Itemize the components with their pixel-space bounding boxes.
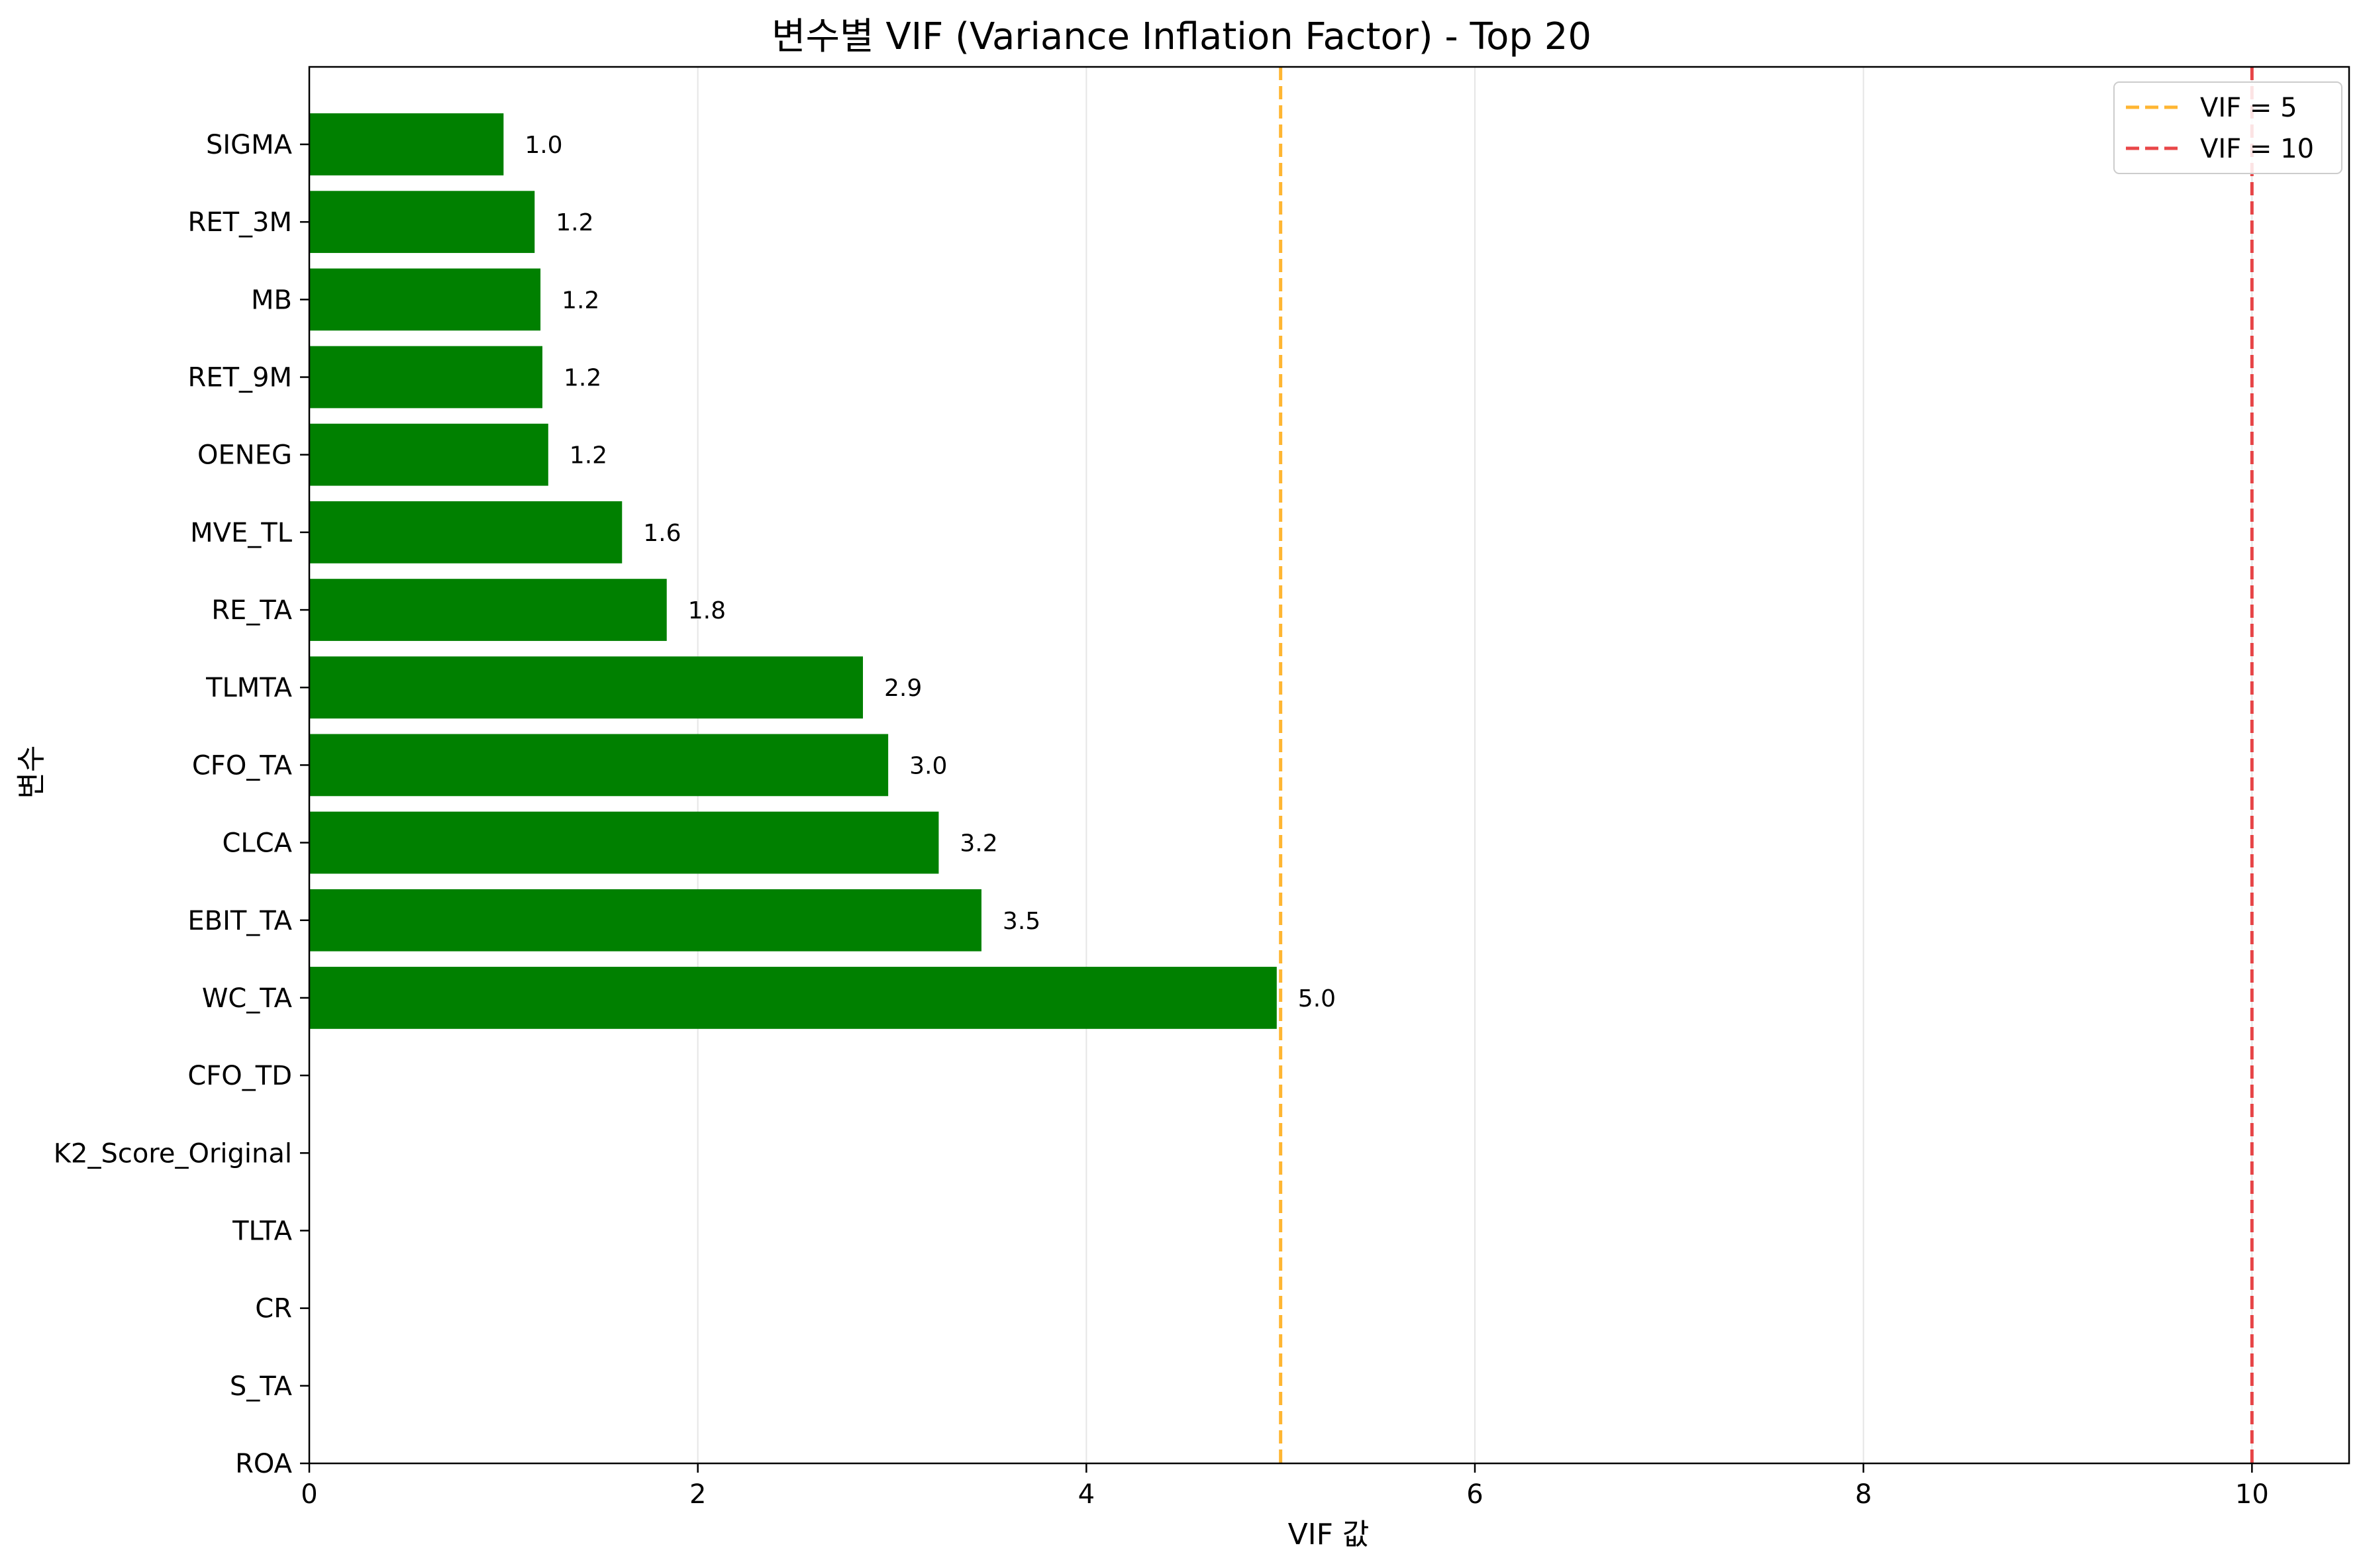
value-label: 1.0	[525, 132, 562, 159]
x-tick-label: 10	[2235, 1479, 2269, 1510]
y-tick-label: ROA	[235, 1449, 293, 1479]
bar	[309, 734, 889, 797]
bar	[309, 656, 863, 719]
y-tick-label: WC_TA	[202, 983, 293, 1014]
value-label: 3.5	[1003, 908, 1040, 935]
bar	[309, 191, 535, 254]
value-label: 1.2	[562, 287, 599, 314]
y-tick-label: OENEG	[197, 440, 292, 471]
value-label: 2.9	[884, 675, 922, 702]
value-label: 3.0	[909, 752, 947, 779]
x-tick-label: 8	[1855, 1479, 1872, 1510]
bar	[309, 501, 623, 564]
x-tick-label: 4	[1078, 1479, 1095, 1510]
legend: VIF = 5 VIF = 10	[2113, 81, 2342, 174]
y-tick-label: RET_3M	[188, 207, 292, 238]
reference-lines	[1279, 67, 2254, 1463]
x-axis-ticks: 0 2 4 6 8 10	[301, 1463, 2269, 1510]
y-tick-label: CFO_TA	[192, 750, 293, 781]
bar	[309, 268, 541, 331]
x-tick-label: 6	[1466, 1479, 1483, 1510]
value-label: 3.2	[960, 830, 997, 858]
bar	[309, 889, 981, 952]
bar	[309, 346, 542, 409]
y-tick-label: RET_9M	[188, 363, 292, 393]
y-tick-label: EBIT_TA	[187, 906, 292, 936]
x-tick-label: 0	[301, 1479, 317, 1510]
y-tick-label: MVE_TL	[190, 518, 293, 548]
x-axis-label: VIF 값	[1288, 1518, 1370, 1551]
value-label: 5.0	[1298, 985, 1336, 1012]
y-tick-label: S_TA	[230, 1371, 293, 1402]
value-label: 1.2	[556, 209, 593, 236]
value-label: 1.2	[570, 442, 607, 469]
y-tick-label: K2_Score_Original	[54, 1138, 292, 1169]
bar	[309, 113, 504, 175]
y-tick-label: CLCA	[222, 828, 292, 859]
y-tick-label: TLTA	[232, 1216, 293, 1246]
y-tick-label: SIGMA	[206, 130, 293, 160]
y-tick-label: TLMTA	[205, 673, 293, 703]
y-tick-label: CR	[255, 1294, 292, 1324]
value-label: 1.2	[564, 365, 601, 392]
y-tick-label: CFO_TD	[187, 1061, 292, 1091]
legend-label: VIF = 10	[2200, 134, 2314, 164]
y-tick-label: MB	[251, 285, 292, 315]
y-axis-ticks: SIGMA RET_3M MB RET_9M OENEG MVE_TL RE_TA TLMTA…	[54, 130, 309, 1479]
legend-box	[2113, 81, 2342, 174]
bars	[309, 113, 1277, 1029]
chart-title: 변수별 VIF (Variance Inflation Factor) - To…	[772, 15, 1591, 58]
bar	[309, 811, 939, 874]
y-tick-label: RE_TA	[211, 595, 292, 626]
bar	[309, 967, 1277, 1029]
y-axis-label: 변수	[15, 746, 48, 799]
value-labels: 1.0 1.2 1.2 1.2 1.2 1.6 1.8 2.9 3.0 3.2 3.5 5.0	[525, 132, 1336, 1012]
bar	[309, 423, 548, 486]
value-label: 1.8	[688, 597, 726, 624]
legend-label: VIF = 5	[2200, 93, 2297, 123]
value-label: 1.6	[643, 520, 681, 547]
bar	[309, 579, 667, 641]
x-tick-label: 2	[689, 1479, 706, 1510]
